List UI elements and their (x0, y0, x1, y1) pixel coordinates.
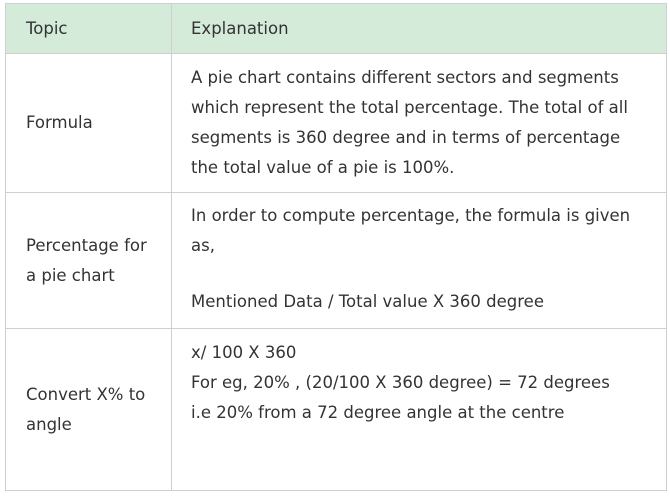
explanation-line: i.e 20% from a 72 degree angle at the ce… (191, 403, 565, 422)
explanation-cell: In order to compute percentage, the form… (171, 192, 667, 329)
paragraph-gap (191, 261, 652, 287)
explanation-cell: x/ 100 X 360 For eg, 20% , (20/100 X 360… (171, 328, 667, 491)
table-row: Percentage for a pie chart In order to c… (5, 192, 667, 329)
header-topic: Topic (5, 3, 172, 54)
topic-cell: Formula (5, 53, 172, 193)
explanation-cell: A pie chart contains different sectors a… (171, 53, 667, 193)
table-row: Convert X% to angle x/ 100 X 360 For eg,… (5, 328, 667, 491)
topic-cell: Convert X% to angle (5, 328, 172, 491)
table-row: Formula A pie chart contains different s… (5, 53, 667, 193)
topic-cell: Percentage for a pie chart (5, 192, 172, 329)
explanation-line: In order to compute percentage, the form… (191, 206, 631, 255)
explanation-line: For eg, 20% , (20/100 X 360 degree) = 72… (191, 373, 610, 392)
explanation-line: Mentioned Data / Total value X 360 degre… (191, 292, 544, 311)
table-header-row: Topic Explanation (5, 3, 667, 54)
header-explanation: Explanation (171, 3, 667, 54)
explanation-line: x/ 100 X 360 (191, 343, 297, 362)
topic-explanation-table: Topic Explanation Formula A pie chart co… (5, 3, 667, 491)
